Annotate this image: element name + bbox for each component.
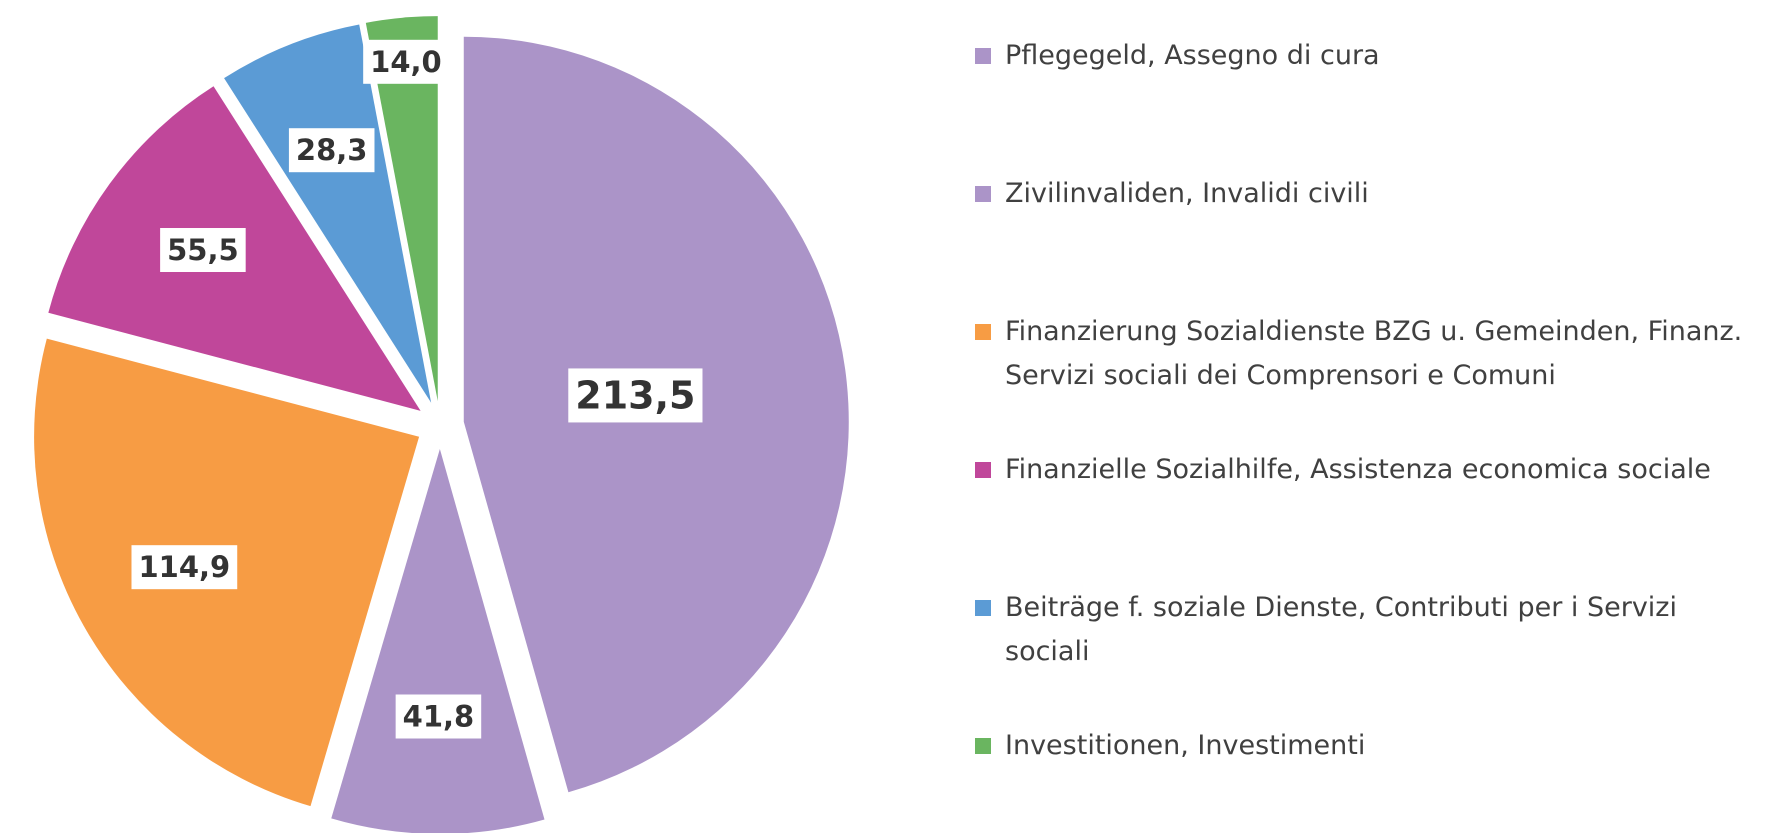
legend-label: Zivilinvaliden, Invalidi civili: [1005, 178, 1369, 209]
legend-label: Finanzierung Sozialdienste BZG u. Gemein…: [1005, 316, 1743, 391]
legend-swatch: [975, 462, 991, 478]
legend-label: Finanzielle Sozialhilfe, Assistenza econ…: [1005, 454, 1711, 485]
data-label-text: 114,9: [138, 550, 230, 584]
legend-item: Pflegegeld, Assegno di cura: [975, 34, 1755, 78]
data-label: 114,9: [131, 545, 238, 590]
data-label: 55,5: [160, 228, 246, 273]
data-label-box: [288, 128, 375, 173]
pie-slice: [331, 449, 545, 833]
legend-swatch: [975, 600, 991, 616]
legend-item: Beiträge f. soziale Dienste, Contributi …: [975, 586, 1755, 674]
data-label-text: 55,5: [167, 233, 239, 267]
pie-slice: [365, 16, 438, 402]
data-label-text: 28,3: [296, 133, 368, 167]
legend-label: Pflegegeld, Assegno di cura: [1005, 40, 1380, 71]
legend-swatch: [975, 324, 991, 340]
data-label-box: [131, 545, 238, 590]
legend-swatch: [975, 186, 991, 202]
data-label: 213,5: [568, 368, 703, 423]
data-label: 14,0: [363, 39, 449, 84]
legend-item: Finanzielle Sozialhilfe, Assistenza econ…: [975, 448, 1755, 492]
data-label-box: [395, 694, 482, 739]
data-label-box: [363, 39, 449, 84]
pie-slice: [224, 24, 432, 403]
data-label: 41,8: [395, 694, 482, 739]
legend-item: Investitionen, Investimenti: [975, 724, 1755, 768]
legend-swatch: [975, 48, 991, 64]
data-label-box: [160, 228, 246, 273]
data-label-box: [568, 368, 703, 423]
legend-swatch: [975, 738, 991, 754]
legend-label: Beiträge f. soziale Dienste, Contributi …: [1005, 592, 1677, 667]
data-label-text: 41,8: [403, 699, 475, 733]
data-label-text: 213,5: [575, 373, 695, 417]
legend-label: Investitionen, Investimenti: [1005, 730, 1366, 761]
data-label: 28,3: [288, 128, 375, 173]
data-label-text: 14,0: [370, 45, 442, 79]
legend-item: Zivilinvaliden, Invalidi civili: [975, 172, 1755, 216]
legend-item: Finanzierung Sozialdienste BZG u. Gemein…: [975, 310, 1755, 398]
